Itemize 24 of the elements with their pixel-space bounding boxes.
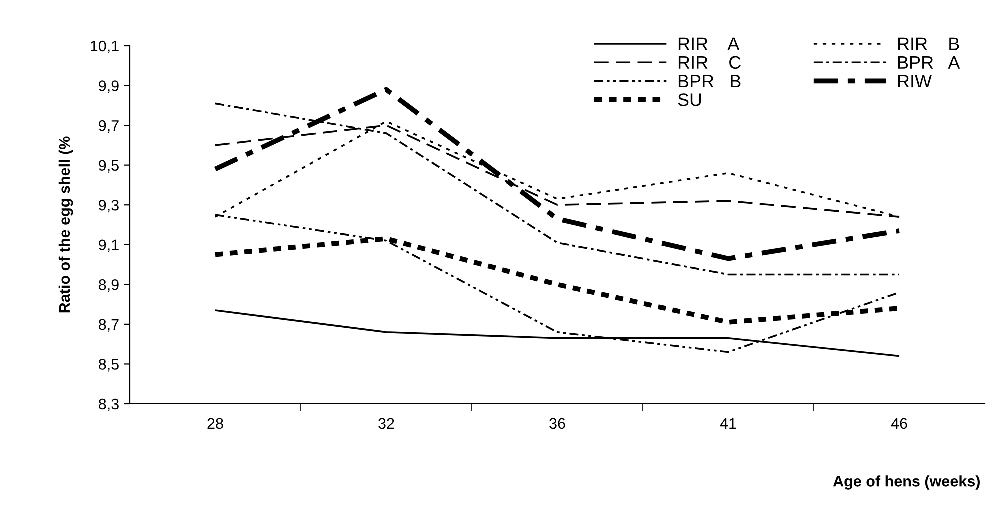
y-tick-label: 9,5 bbox=[99, 160, 119, 173]
x-tick-label: 36 bbox=[550, 418, 566, 430]
legend-label: RIW bbox=[898, 75, 932, 88]
y-tick-label: 8,9 bbox=[99, 280, 119, 292]
y-tick-label: 9,9 bbox=[99, 80, 119, 94]
y-tick-label: 8,5 bbox=[99, 359, 119, 372]
y-tick-label: 8,3 bbox=[99, 398, 119, 412]
legend-label: RIR C bbox=[678, 56, 741, 70]
y-tick-label: 8,7 bbox=[99, 319, 119, 332]
y-tick-label: 9,1 bbox=[99, 240, 119, 252]
legend-label: BPR B bbox=[678, 75, 741, 88]
x-axis-title: Age of hens (weeks) bbox=[833, 476, 980, 490]
legend-label: SU bbox=[678, 94, 702, 106]
y-tick-label: 9,3 bbox=[99, 200, 119, 213]
legend-label: RIR B bbox=[898, 38, 960, 50]
y-axis-title: Ratio of the egg shell (% bbox=[58, 136, 74, 313]
y-tick-label: 10,1 bbox=[91, 40, 119, 54]
x-tick-label: 41 bbox=[720, 418, 736, 429]
x-tick-label: 28 bbox=[208, 418, 224, 430]
legend-label: RIR A bbox=[678, 38, 740, 50]
x-tick-label: 46 bbox=[891, 418, 908, 430]
y-tick-label: 9,7 bbox=[99, 120, 119, 134]
legend-label: BPR A bbox=[898, 56, 960, 69]
x-tick-label: 32 bbox=[378, 418, 394, 430]
